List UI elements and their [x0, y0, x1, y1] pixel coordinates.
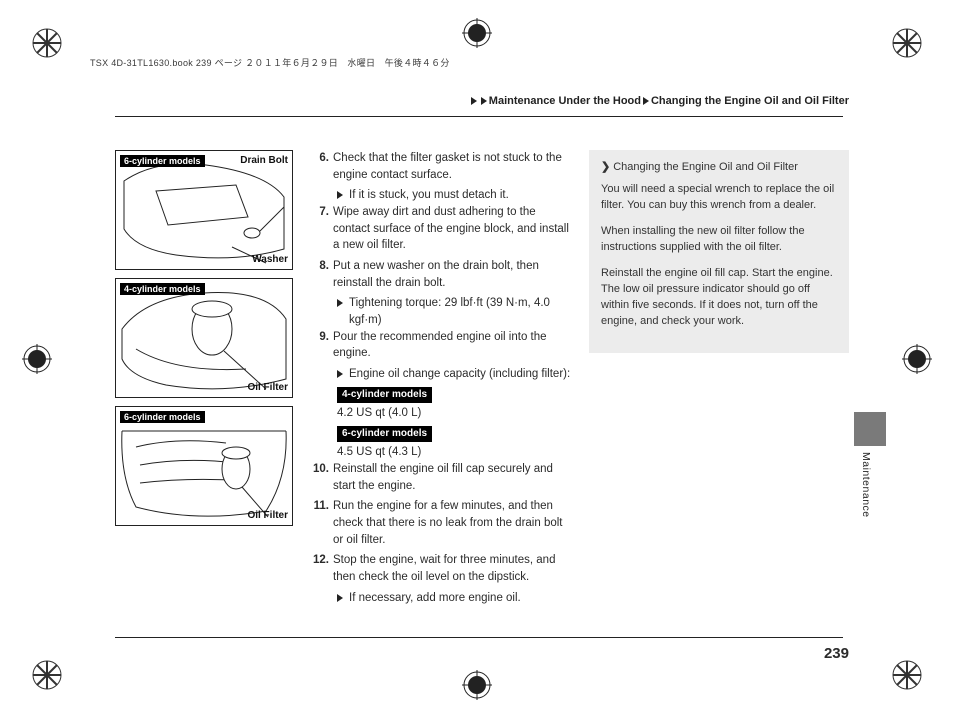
diagram-label: Drain Bolt: [240, 155, 288, 166]
step: 7.Wipe away dirt and dust adhering to th…: [311, 204, 571, 254]
note-box: ❯Changing the Engine Oil and Oil Filter …: [589, 150, 849, 353]
step-text: Run the engine for a few minutes, and th…: [333, 498, 571, 548]
step-text: Put a new washer on the drain bolt, then…: [333, 258, 571, 291]
step-number: 8.: [311, 258, 333, 291]
note-paragraph: Reinstall the engine oil fill cap. Start…: [601, 266, 837, 330]
step-text: Wipe away dirt and dust adhering to the …: [333, 204, 571, 254]
triangle-bullet-icon: [337, 370, 343, 378]
note-paragraph: You will need a special wrench to replac…: [601, 182, 837, 214]
section-tab-bg: [854, 412, 886, 446]
page-number: 239: [824, 645, 849, 662]
triangle-bullet-icon: [337, 594, 343, 602]
step-number: 7.: [311, 204, 333, 254]
step-sub: If necessary, add more engine oil.: [337, 590, 571, 607]
section-tab: Maintenance: [860, 452, 872, 518]
step-sub-text: Tightening torque: 29 lbf·ft (39 N·m, 4.…: [349, 295, 571, 328]
step-sub-text: If necessary, add more engine oil.: [349, 590, 571, 607]
diagram-column: 6-cylinder models Drain Bolt Washer 4-cy…: [115, 150, 293, 606]
crop-target-icon: [462, 18, 492, 48]
step-text: Check that the filter gasket is not stuc…: [333, 150, 571, 183]
steps-column: 6.Check that the filter gasket is not st…: [311, 150, 571, 606]
step-text: Pour the recommended engine oil into the…: [333, 329, 571, 362]
step-number: 6.: [311, 150, 333, 183]
breadcrumb-a: Maintenance Under the Hood: [489, 95, 641, 107]
diagram-label: Washer: [252, 254, 288, 265]
step-number: 12.: [311, 552, 333, 585]
diagram-6cyl-drain: 6-cylinder models Drain Bolt Washer: [115, 150, 293, 270]
note-column: ❯Changing the Engine Oil and Oil Filter …: [589, 150, 849, 606]
diagram-illustration-icon: [116, 279, 292, 397]
registration-mark-icon: [30, 658, 64, 692]
capacity-line: 4.2 US qt (4.0 L): [337, 405, 571, 422]
breadcrumb-b: Changing the Engine Oil and Oil Filter: [651, 95, 849, 107]
step-sub: If it is stuck, you must detach it.: [337, 187, 571, 204]
registration-mark-icon: [890, 26, 924, 60]
model-pill: 4-cylinder models: [337, 387, 432, 404]
crop-target-icon: [462, 670, 492, 700]
step-number: 11.: [311, 498, 333, 548]
step-sub: Tightening torque: 29 lbf·ft (39 N·m, 4.…: [337, 295, 571, 328]
note-paragraph: When installing the new oil filter follo…: [601, 224, 837, 256]
chevron-right-icon: ❯: [601, 160, 610, 176]
content: 6-cylinder models Drain Bolt Washer 4-cy…: [115, 150, 843, 606]
triangle-bullet-icon: [337, 299, 343, 307]
capacity-line: 4.5 US qt (4.3 L): [337, 444, 571, 461]
model-badge: 6-cylinder models: [120, 411, 205, 423]
diagram-6cyl-filter: 6-cylinder models Oil Filter: [115, 406, 293, 526]
breadcrumb: Maintenance Under the Hood Changing the E…: [469, 95, 849, 107]
diagram-illustration-icon: [116, 151, 292, 269]
file-info: TSX 4D-31TL1630.book 239 ページ ２０１１年６月２９日 …: [90, 56, 450, 69]
diagram-label: Oil Filter: [247, 510, 288, 521]
chevron-right-icon: [471, 97, 477, 105]
step: 12. Stop the engine, wait for three minu…: [311, 552, 571, 585]
model-badge: 4-cylinder models: [120, 283, 205, 295]
chevron-right-icon: [481, 97, 487, 105]
crop-target-icon: [22, 344, 52, 374]
diagram-illustration-icon: [116, 407, 292, 525]
step-sub-text: Engine oil change capacity (including fi…: [349, 366, 571, 383]
model-pill: 6-cylinder models: [337, 426, 432, 443]
footer-rule: [115, 637, 843, 638]
step-sub-text: If it is stuck, you must detach it.: [349, 187, 571, 204]
triangle-bullet-icon: [337, 191, 343, 199]
step: 11. Run the engine for a few minutes, an…: [311, 498, 571, 548]
header-rule: [115, 116, 843, 117]
note-title: ❯Changing the Engine Oil and Oil Filter: [601, 160, 837, 176]
step: 10. Reinstall the engine oil fill cap se…: [311, 461, 571, 494]
step: 8.Put a new washer on the drain bolt, th…: [311, 258, 571, 291]
diagram-label: Oil Filter: [247, 382, 288, 393]
step-text: Reinstall the engine oil fill cap secure…: [333, 461, 571, 494]
chevron-right-icon: [643, 97, 649, 105]
registration-mark-icon: [30, 26, 64, 60]
step-sub: Engine oil change capacity (including fi…: [337, 366, 571, 383]
step: 6.Check that the filter gasket is not st…: [311, 150, 571, 183]
step-number: 10.: [311, 461, 333, 494]
diagram-4cyl-filter: 4-cylinder models Oil Filter: [115, 278, 293, 398]
step-text: Stop the engine, wait for three minutes,…: [333, 552, 571, 585]
crop-target-icon: [902, 344, 932, 374]
registration-mark-icon: [890, 658, 924, 692]
model-badge: 6-cylinder models: [120, 155, 205, 167]
step-number: 9.: [311, 329, 333, 362]
step: 9.Pour the recommended engine oil into t…: [311, 329, 571, 362]
